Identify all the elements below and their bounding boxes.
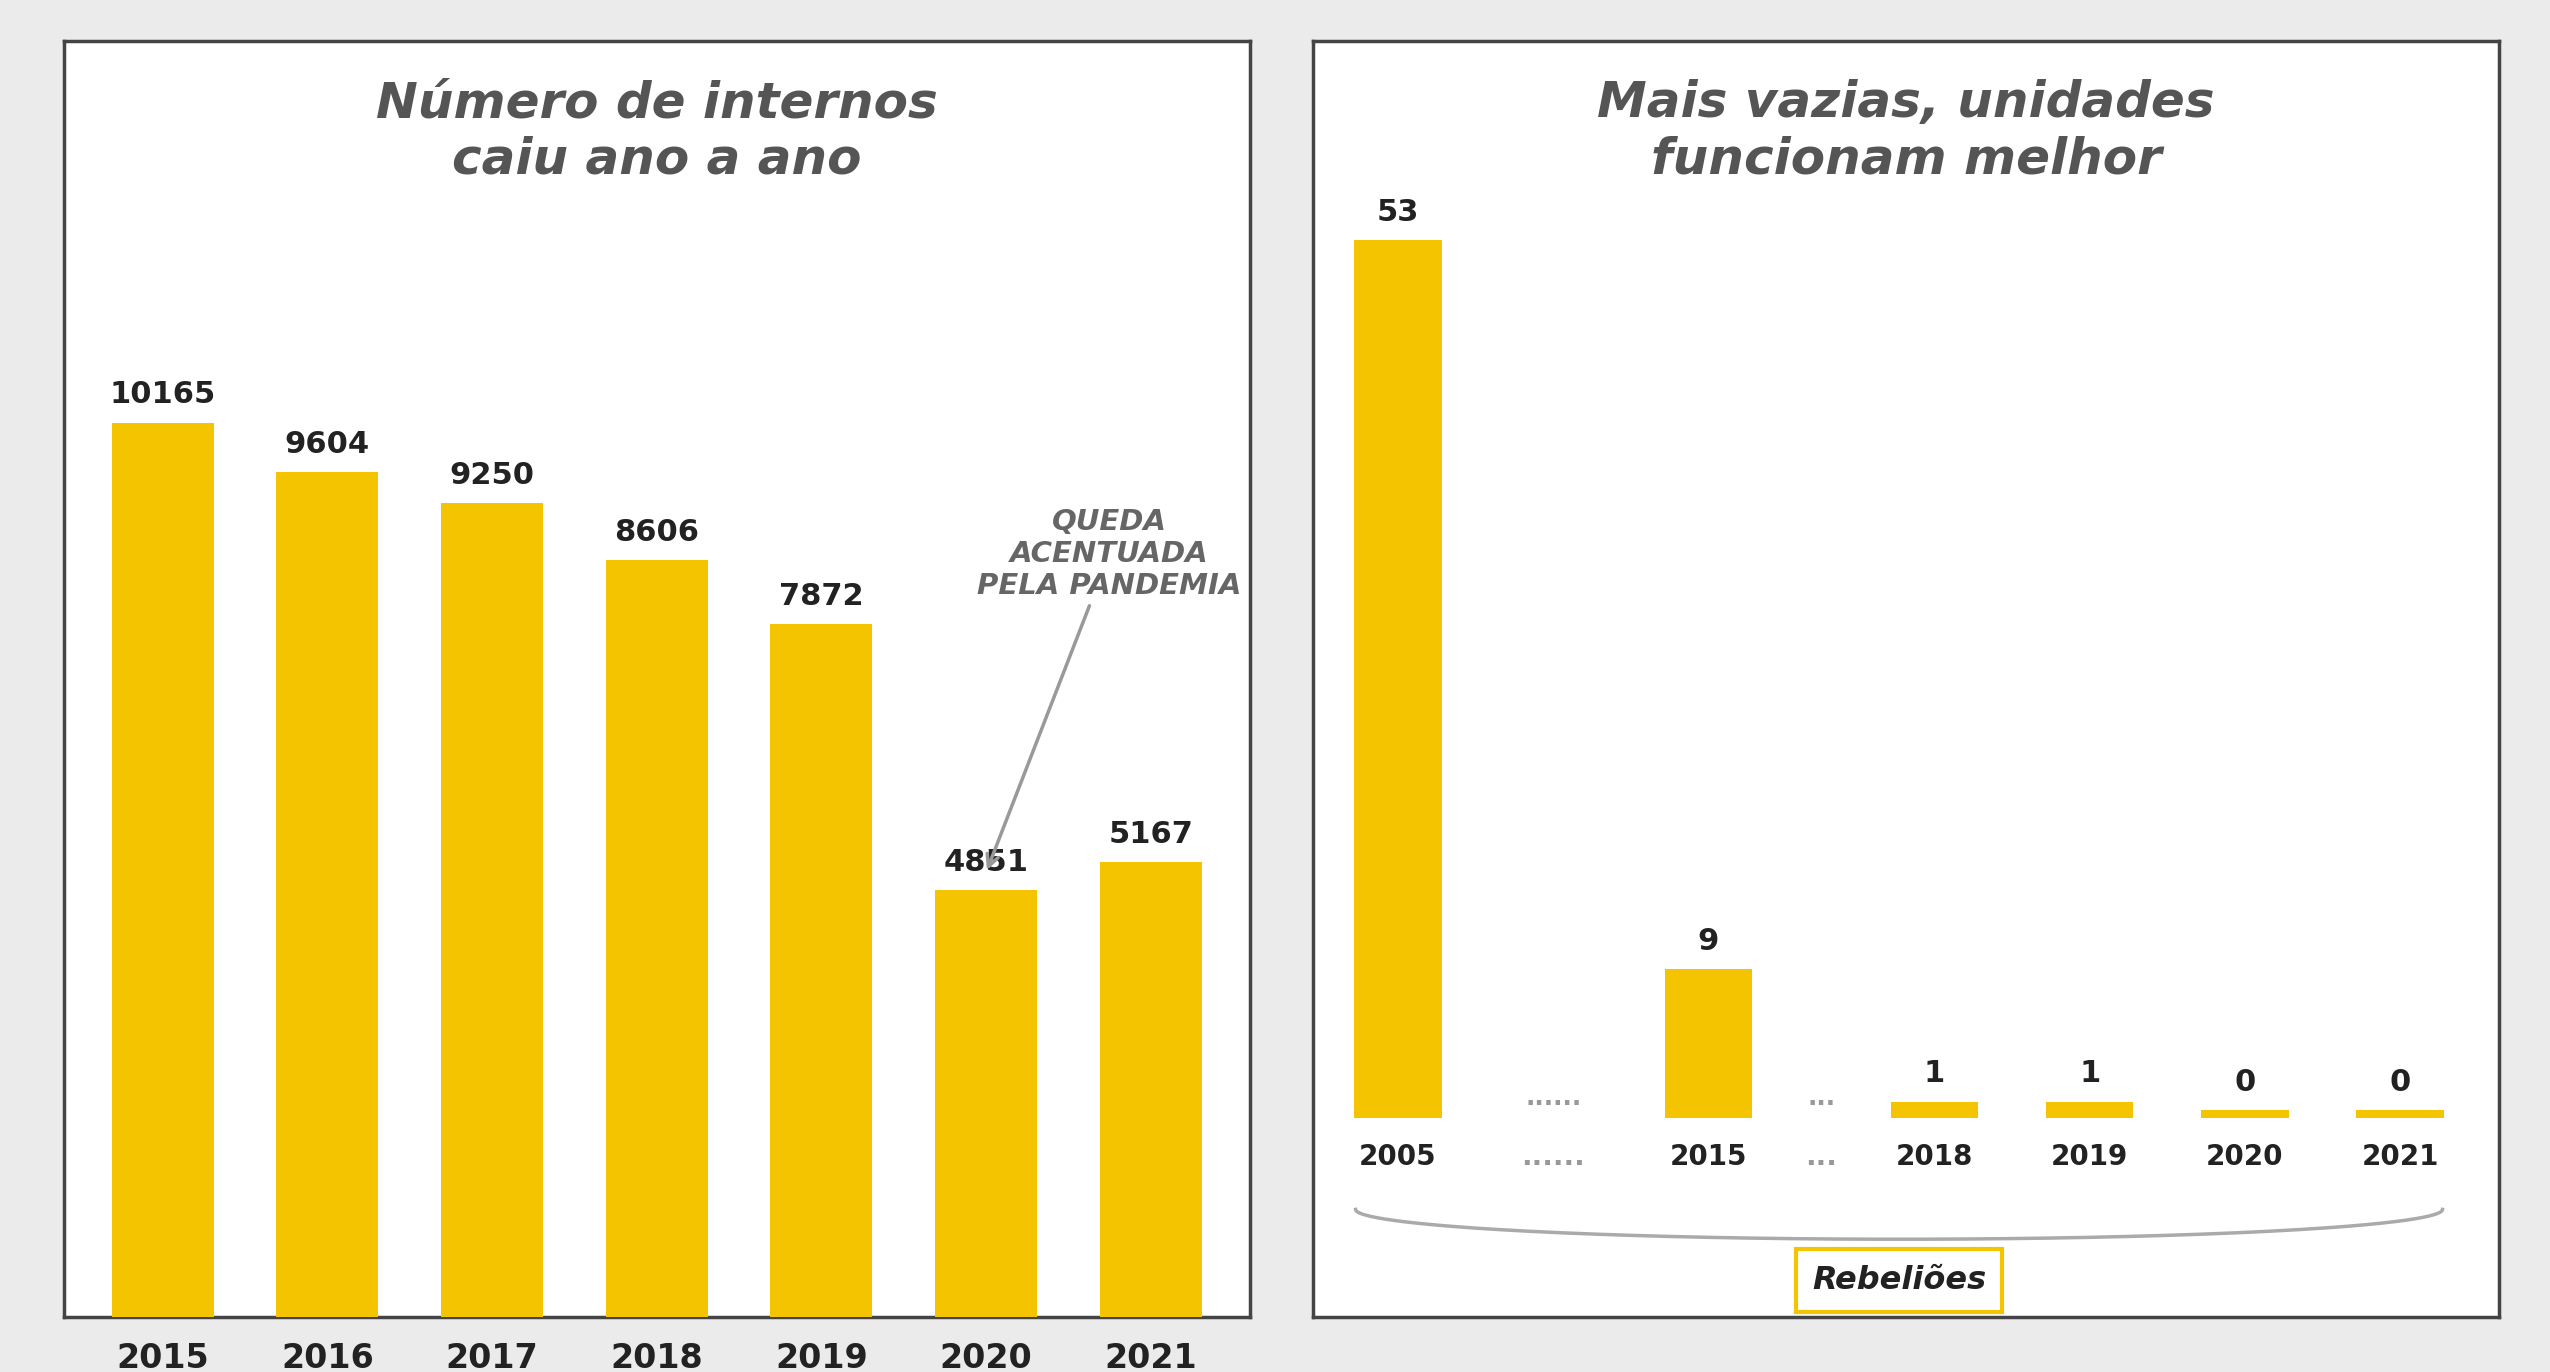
Bar — [1099, 863, 1201, 1317]
Bar — [2045, 1102, 2134, 1118]
Bar — [275, 472, 377, 1317]
Text: 2005: 2005 — [1359, 1143, 1436, 1172]
Text: 0: 0 — [2389, 1067, 2410, 1096]
Bar — [1665, 969, 1752, 1118]
Bar — [2356, 1110, 2443, 1118]
Text: ......: ...... — [1525, 1087, 1581, 1110]
Text: 4851: 4851 — [944, 848, 1028, 877]
Text: 7872: 7872 — [778, 582, 864, 611]
Text: 9604: 9604 — [286, 429, 370, 458]
Text: 10165: 10165 — [110, 380, 217, 409]
Text: Número de internos
caiu ano a ano: Número de internos caiu ano a ano — [375, 80, 938, 182]
Text: Mais vazias, unidades
funcionam melhor: Mais vazias, unidades funcionam melhor — [1596, 80, 2216, 182]
Bar — [936, 890, 1038, 1317]
Bar — [112, 423, 214, 1317]
Text: 2015: 2015 — [1670, 1143, 1747, 1172]
Text: 2019: 2019 — [2050, 1143, 2129, 1172]
Text: 8606: 8606 — [615, 517, 699, 546]
Text: 1: 1 — [2078, 1059, 2101, 1088]
Bar — [1354, 240, 1441, 1118]
Text: 1: 1 — [1923, 1059, 1946, 1088]
Bar — [604, 560, 709, 1317]
Bar — [770, 624, 872, 1317]
Text: ......: ...... — [1522, 1143, 1586, 1172]
Text: 5167: 5167 — [1109, 820, 1193, 849]
Bar — [441, 504, 543, 1317]
Text: Rebeliões: Rebeliões — [1813, 1265, 1986, 1297]
Text: ...: ... — [1808, 1087, 1836, 1110]
Bar — [2201, 1110, 2290, 1118]
Text: 2020: 2020 — [2206, 1143, 2285, 1172]
Text: 0: 0 — [2234, 1067, 2257, 1096]
Text: 9: 9 — [1698, 927, 1719, 956]
Text: QUEDA
ACENTUADA
PELA PANDEMIA: QUEDA ACENTUADA PELA PANDEMIA — [977, 508, 1242, 867]
Text: 2018: 2018 — [1895, 1143, 1974, 1172]
Text: 2021: 2021 — [2361, 1143, 2438, 1172]
Text: 9250: 9250 — [449, 461, 536, 490]
Text: 53: 53 — [1377, 198, 1420, 226]
Bar — [1890, 1102, 1979, 1118]
Text: ...: ... — [1805, 1143, 1839, 1172]
